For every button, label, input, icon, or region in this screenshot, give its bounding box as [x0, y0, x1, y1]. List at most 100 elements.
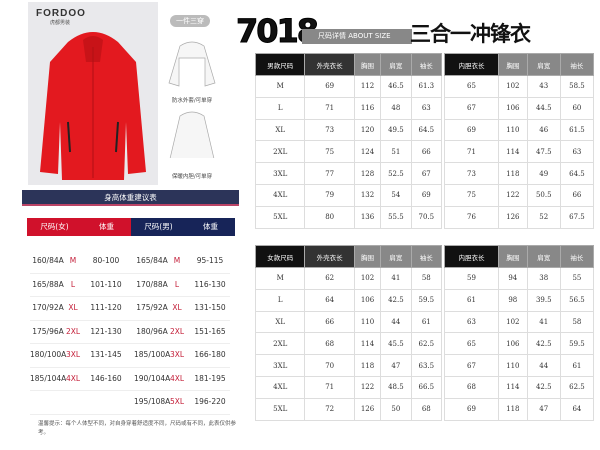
column-header: 内胆衣长: [444, 245, 499, 268]
guide-row: 180/100A 3XL 131-145 185/100A 3XL 166-180: [30, 344, 230, 368]
column-header: 内胆衣长: [444, 53, 499, 76]
table-cell: 106: [497, 96, 528, 120]
brand-subtitle: 虎都男装: [50, 20, 71, 26]
male-size: 2XL: [170, 326, 185, 336]
table-cell: 3XL: [254, 354, 306, 377]
male-weight: 131-150: [194, 303, 226, 312]
female-size: 2XL: [66, 326, 81, 336]
table-row: 2XL 75 124 51 66: [254, 140, 443, 164]
tip-note: 温馨提示：每个人体型不同，对自身穿着舒适度不同，尺码或有不同，此表仅供参考。: [38, 421, 237, 436]
female-size: 4XL: [66, 373, 81, 383]
table-cell: 122: [497, 183, 528, 207]
female-weight-label: 体重: [99, 222, 114, 231]
table-cell: 48: [380, 96, 412, 120]
table-cell: 41: [526, 310, 561, 334]
male-size: 4XL: [170, 373, 185, 383]
table-cell: 60: [559, 96, 595, 120]
table-cell: 118: [353, 354, 382, 377]
table-row: 65 106 42.5 59.5: [444, 332, 595, 356]
table-cell: 69: [444, 397, 499, 421]
table-cell: 62.5: [559, 375, 595, 399]
table-cell: 61: [410, 310, 443, 334]
table-cell: 70: [304, 354, 355, 377]
table-cell: 64.5: [559, 162, 595, 185]
column-header: 外壳衣长: [304, 53, 355, 76]
table-cell: 62: [304, 267, 355, 290]
table-cell: 45.5: [380, 332, 412, 356]
table-cell: 63: [444, 310, 499, 334]
table-cell: 68: [444, 375, 499, 399]
table-cell: 114: [497, 140, 528, 164]
size-details-bar: 尺码详情 ABOUT SIZE: [302, 29, 412, 44]
table-cell: 52.5: [380, 162, 412, 185]
table-cell: 132: [353, 183, 382, 207]
column-header: 肩宽: [526, 245, 561, 268]
table-row: 59 94 38 55: [444, 267, 595, 290]
table-cell: 64.5: [410, 118, 443, 142]
table-cell: 41: [380, 267, 412, 290]
table-cell: 47: [526, 397, 561, 421]
column-header: 肩宽: [380, 53, 412, 76]
table-cell: M: [254, 267, 306, 290]
column-header: 男款尺码: [254, 53, 306, 76]
table-cell: 5XL: [254, 205, 306, 229]
table-row: 4XL 79 132 54 69: [254, 183, 443, 207]
table-row: XL 66 110 44 61: [254, 310, 443, 334]
table-cell: 62.5: [410, 332, 443, 356]
male-size: 3XL: [170, 350, 185, 359]
table-cell: 50: [380, 397, 412, 421]
column-header: 袖长: [410, 245, 443, 268]
table-cell: 75: [444, 183, 499, 207]
table-cell: 61: [444, 288, 499, 312]
table-cell: 59.5: [410, 288, 443, 312]
table-cell: 126: [497, 205, 528, 229]
table-cell: 61.3: [410, 75, 443, 98]
table-row: 65 102 43 58.5: [444, 75, 595, 98]
table-cell: 118: [497, 162, 528, 185]
table-cell: 5XL: [254, 397, 306, 421]
male-height: 180/96A: [136, 326, 168, 336]
table-cell: 65: [444, 75, 499, 98]
table-cell: 46: [526, 118, 561, 142]
table-cell: 64: [559, 397, 595, 421]
table-cell: 69: [304, 75, 355, 98]
table-cell: 52: [526, 205, 561, 229]
table-cell: 128: [353, 162, 382, 185]
table-row: M 69 112 46.5 61.3: [254, 75, 443, 98]
female-weight: 131-145: [90, 350, 122, 359]
table-cell: 126: [353, 397, 382, 421]
male-weight-label: 体重: [203, 222, 218, 231]
table-cell: 58.5: [559, 75, 595, 98]
female-weight: 121-130: [90, 326, 122, 336]
outer-shell-caption: 防水外套/可单穿: [171, 98, 213, 104]
female-height: 160/84A: [32, 256, 64, 265]
three-in-one-badge: 一件三穿: [170, 15, 210, 27]
table-row: 71 114 47.5 63: [444, 140, 595, 164]
table-cell: 72: [304, 397, 355, 421]
table-cell: 67: [444, 354, 499, 377]
product-photo: [28, 2, 158, 185]
table-cell: 67: [410, 162, 443, 185]
header-row: 男款尺码 外壳衣长 胸围 肩宽 袖长: [254, 53, 443, 76]
table-cell: 4XL: [254, 375, 306, 399]
table-cell: XL: [254, 310, 306, 334]
male-weight: 181-195: [194, 373, 226, 383]
table-cell: 49.5: [380, 118, 412, 142]
table-cell: 44: [526, 354, 561, 377]
inner-liner-caption: 保暖内胆/可单穿: [171, 174, 213, 180]
male-weight: 116-130: [194, 279, 226, 289]
header-row: 女款尺码 外壳衣长 胸围 肩宽 袖长: [254, 245, 443, 268]
column-header: 外壳衣长: [304, 245, 355, 268]
female-weight: 146-160: [90, 373, 122, 383]
table-row: L 71 116 48 63: [254, 96, 443, 120]
table-cell: 106: [353, 288, 382, 312]
table-cell: 42.5: [526, 332, 561, 356]
table-cell: 69: [444, 118, 499, 142]
table-cell: 94: [497, 267, 528, 290]
table-cell: 116: [353, 96, 382, 120]
male-size: XL: [172, 303, 182, 312]
table-cell: 47: [380, 354, 412, 377]
table-row: 63 102 41 58: [444, 310, 595, 334]
table-cell: 71: [444, 140, 499, 164]
guide-row: 165/88A L 101-110 170/88A L 116-130: [30, 274, 230, 297]
